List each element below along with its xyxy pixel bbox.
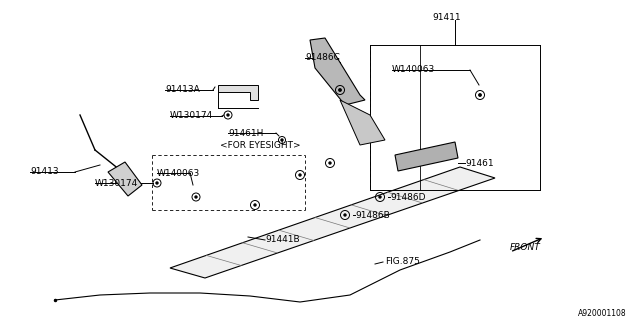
Circle shape [227,114,229,116]
Text: W140063: W140063 [392,66,435,75]
Circle shape [379,196,381,198]
Text: W140063: W140063 [157,169,200,178]
Text: W130174: W130174 [95,179,138,188]
Text: 91486D: 91486D [390,193,426,202]
Polygon shape [310,38,365,105]
Polygon shape [395,142,458,171]
Text: 91461: 91461 [465,158,493,167]
Circle shape [479,94,481,96]
Circle shape [281,139,283,141]
Text: 91486B: 91486B [355,211,390,220]
Text: 91461H: 91461H [228,129,264,138]
Text: 91413: 91413 [30,167,59,177]
Text: FIG.875: FIG.875 [385,258,420,267]
Text: W130174: W130174 [170,111,213,121]
Text: 91411: 91411 [432,12,461,21]
Polygon shape [340,100,385,145]
Circle shape [299,174,301,176]
Text: A920001108: A920001108 [578,309,627,318]
Circle shape [339,89,341,91]
Text: 91413A: 91413A [165,85,200,94]
Circle shape [329,162,331,164]
Polygon shape [108,162,142,196]
Circle shape [254,204,256,206]
Circle shape [195,196,197,198]
Circle shape [344,214,346,216]
Polygon shape [218,85,258,100]
Text: 91486C: 91486C [305,53,340,62]
Text: 91441B: 91441B [265,236,300,244]
Text: <FOR EYESIGHT>: <FOR EYESIGHT> [220,140,301,149]
Circle shape [156,182,158,184]
Text: FRONT: FRONT [510,244,541,252]
Polygon shape [170,167,495,278]
